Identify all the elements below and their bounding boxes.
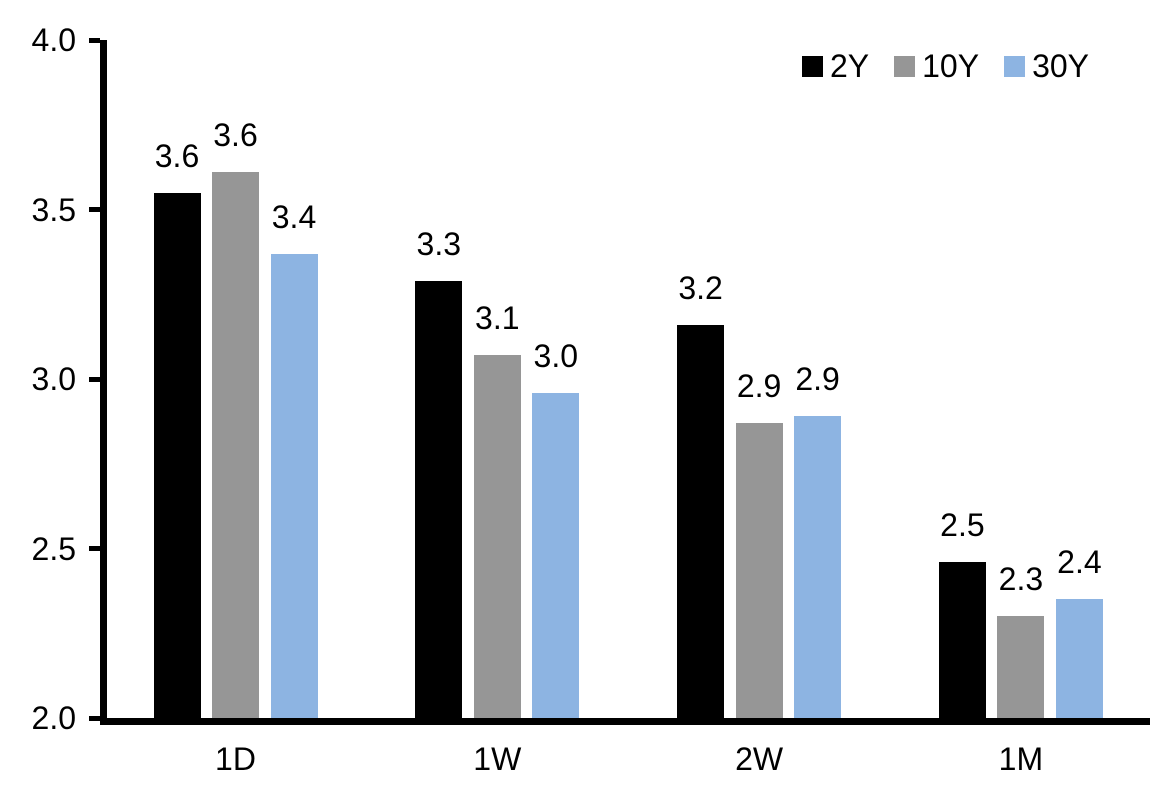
bar-value-label-10Y-1D: 3.6	[213, 117, 258, 154]
legend-swatch-10Y	[894, 55, 916, 77]
x-axis-label-1W: 1W	[473, 741, 522, 777]
bar-value-label-30Y-1W: 3.0	[533, 337, 579, 374]
legend-item-2Y: 2Y	[801, 48, 870, 84]
bar-2Y-1D	[153, 192, 201, 718]
legend-swatch-30Y	[1004, 55, 1026, 77]
bar-10Y-1D	[212, 172, 259, 718]
bar-10Y-1W	[473, 355, 521, 718]
x-axis-label-1M: 1M	[998, 741, 1044, 777]
bar-value-label-2Y-1M: 2.5	[940, 507, 985, 544]
bar-30Y-1M	[1055, 599, 1103, 718]
y-axis-tick-label: 3.0	[31, 361, 76, 397]
bar-value-label-10Y-1M: 2.3	[998, 561, 1044, 598]
bar-10Y-2W	[735, 423, 783, 718]
y-axis-tick	[89, 376, 100, 382]
bar-value-label-10Y-2W: 2.9	[736, 368, 782, 405]
bar-value-label-30Y-2W: 2.9	[795, 361, 840, 398]
y-axis-tick	[89, 207, 100, 212]
bar-2Y-2W	[677, 324, 725, 718]
x-axis-line	[100, 718, 1150, 725]
bar-value-label-10Y-1W: 3.1	[475, 300, 520, 337]
bar-2Y-1M	[938, 562, 986, 718]
y-axis-line	[100, 40, 107, 725]
legend-label-10Y: 10Y	[922, 48, 980, 84]
y-axis-tick-label: 2.5	[31, 530, 76, 567]
bar-value-label-2Y-1W: 3.3	[416, 225, 462, 262]
bar-2Y-1W	[415, 280, 463, 718]
bar-30Y-1W	[532, 392, 580, 718]
legend-label-2Y: 2Y	[829, 48, 870, 84]
y-axis-tick	[89, 715, 100, 721]
x-axis-label-1D: 1D	[215, 741, 256, 777]
bar-30Y-1D	[270, 253, 318, 718]
legend-item-30Y: 30Y	[1004, 49, 1089, 83]
legend-swatch-2Y	[801, 55, 823, 77]
y-axis-tick-label: 3.5	[31, 191, 76, 228]
y-axis-tick-label: 4.0	[31, 22, 76, 58]
bar-value-label-30Y-1M: 2.4	[1057, 544, 1102, 581]
y-axis-tick-label: 2.0	[31, 700, 76, 736]
bar-10Y-1M	[997, 616, 1045, 718]
legend-item-10Y: 10Y	[894, 49, 979, 83]
y-axis-tick	[89, 37, 100, 43]
bar-value-label-2Y-1D: 3.6	[154, 137, 200, 174]
bar-value-label-30Y-1D: 3.4	[271, 198, 317, 235]
bar-30Y-2W	[794, 416, 842, 718]
y-axis-tick	[89, 546, 100, 551]
legend-label-30Y: 30Y	[1032, 48, 1089, 84]
bar-value-label-2Y-2W: 3.2	[678, 269, 723, 306]
x-axis-label-2W: 2W	[735, 741, 784, 777]
chart-legend: 2Y 10Y 30Y	[801, 48, 1089, 84]
